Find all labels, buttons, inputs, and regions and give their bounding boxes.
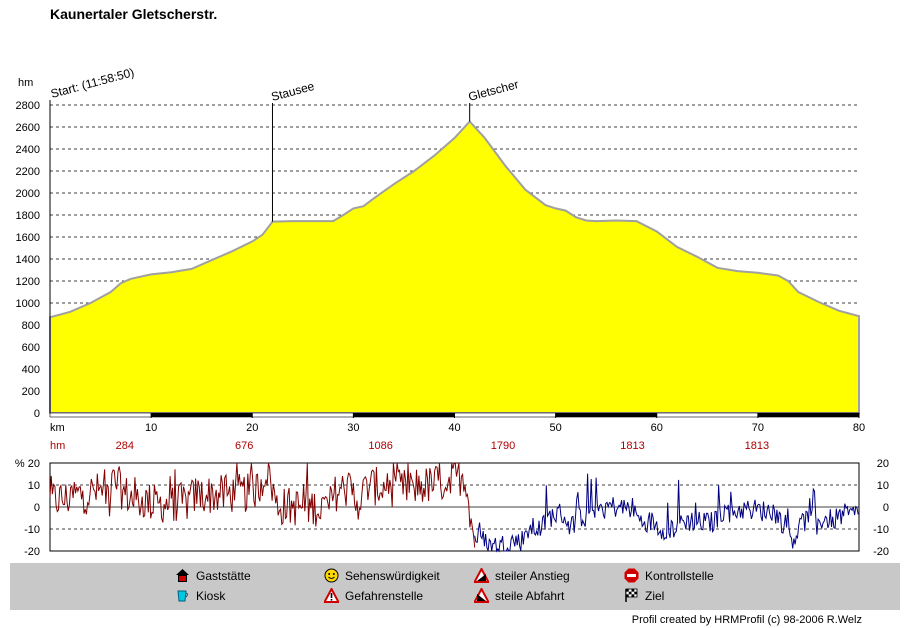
credit-text: Profil created by HRMProfil (c) 98-2006 … [631, 614, 862, 626]
segment-value-label: 1813 [620, 440, 644, 452]
smiley-icon [324, 568, 339, 583]
x-tick-label: 40 [448, 422, 460, 434]
legend-item-ziel: Ziel [624, 588, 664, 603]
elevation-area [49, 120, 860, 414]
segment-value-label: 1813 [745, 440, 769, 452]
legend-item-kontrollstelle: Kontrollstelle [624, 568, 714, 583]
x-tick-label: 70 [752, 422, 764, 434]
house-icon [176, 569, 189, 582]
annotation-stausee: Stausee [270, 79, 316, 104]
segment-value-label: 1086 [368, 440, 392, 452]
legend: Gaststätte Sehenswürdigkeit steiler Anst… [10, 563, 900, 610]
y-tick-label: 2000 [16, 188, 40, 200]
x-axis-label: km [50, 422, 65, 434]
x-axis-band-segment [555, 413, 657, 417]
y-tick-label: 1600 [16, 232, 40, 244]
y-tick-label: 2400 [16, 144, 40, 156]
segment-value-label: 676 [235, 440, 253, 452]
y-tick-label: 2800 [16, 100, 40, 112]
gradient-y-tick-right: -10 [873, 524, 889, 536]
cup-icon [177, 590, 188, 602]
gradient-y-tick-left: % 20 [15, 458, 40, 470]
x-axis-band-segment [151, 413, 253, 417]
x-tick-label: 10 [145, 422, 157, 434]
y-tick-label: 2600 [16, 122, 40, 134]
warning-icon [324, 588, 339, 603]
elevation-axes: 0 200 400 600 800 1000 1200 1400 1600 1800 2000 220… [16, 77, 866, 452]
x-tick-label: 60 [651, 422, 663, 434]
y-tick-label: 0 [34, 408, 40, 420]
steep-descent-icon [474, 588, 489, 603]
x-tick-label: 50 [550, 422, 562, 434]
x-tick-label: 20 [246, 422, 258, 434]
gradient-y-tick-left: 10 [28, 480, 40, 492]
gradient-series-line [49, 462, 476, 548]
gradient-y-tick-right: 0 [883, 502, 889, 514]
x-axis-band-segment [757, 413, 859, 417]
gradient-y-tick-right: 10 [877, 480, 889, 492]
legend-item-gefahrenstelle: Gefahrenstelle [324, 588, 423, 603]
gradient-y-tick-left: -10 [24, 524, 40, 536]
x-tick-label: 30 [347, 422, 359, 434]
y-tick-label: 400 [22, 364, 40, 376]
steep-climb-icon [474, 568, 489, 583]
y-tick-label: 1200 [16, 276, 40, 288]
y-tick-label: 2200 [16, 166, 40, 178]
gradient-y-tick-right: -20 [873, 546, 889, 558]
gradient-chart: -20 -20 -10 -10 0 0 10 10 % 20 20 [15, 458, 889, 558]
x-tick-label: 80 [853, 422, 865, 434]
legend-item-steile-abfahrt: steile Abfahrt [474, 588, 564, 603]
elevation-profile-chart: 0200400600800100012001400160018002000220… [15, 65, 889, 558]
y-tick-label: 600 [22, 342, 40, 354]
y-tick-label: 1000 [16, 298, 40, 310]
y-tick-label: 1800 [16, 210, 40, 222]
x-axis-band-segment [353, 413, 455, 417]
page-title: Kaunertaler Gletscherstr. [50, 6, 218, 22]
gradient-y-tick-right: 20 [877, 458, 889, 470]
stop-sign-icon [624, 568, 639, 583]
segment-value-label: 284 [116, 440, 134, 452]
legend-item-steiler-anstieg: steiler Anstieg [474, 568, 570, 583]
legend-item-gaststaette: Gaststätte [175, 568, 251, 583]
gradient-y-tick-left: -20 [24, 546, 40, 558]
annotation-gletscher: Gletscher [467, 77, 520, 104]
legend-item-sehenswuerdigkeit: Sehenswürdigkeit [324, 568, 440, 583]
legend-item-kiosk: Kiosk [175, 588, 225, 603]
segment-value-label: 1790 [491, 440, 515, 452]
segment-unit-label: hm [50, 440, 65, 452]
gradient-y-tick-left: 0 [34, 502, 40, 514]
y-tick-label: 800 [22, 320, 40, 332]
y-tick-label: 200 [22, 386, 40, 398]
annotation-start: Start: (11:58:50) [49, 65, 136, 101]
checkered-flag-icon [625, 588, 638, 602]
y-tick-label: 1400 [16, 254, 40, 266]
y-axis-label: hm [18, 77, 33, 89]
gradient-series-line [474, 473, 859, 553]
